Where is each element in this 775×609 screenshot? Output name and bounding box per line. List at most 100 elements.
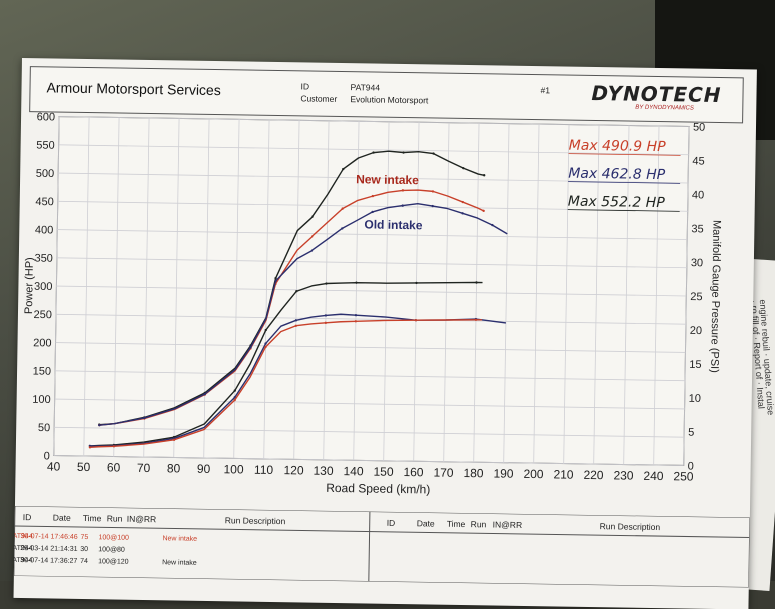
x-tick-label: 90 [197,462,211,476]
y-gridline [56,257,687,269]
run-table-cell: 17:36:27 [50,558,77,565]
data-point [355,281,358,284]
y-tick-label: 250 [34,309,53,321]
data-point [401,189,405,192]
x-tick-label: 100 [223,462,244,476]
x-tick-label: 180 [463,466,484,480]
data-point [461,200,464,204]
run-table-cell: PAT944 [14,557,33,564]
data-point [294,319,298,322]
x-tick-label: 230 [613,468,634,482]
y2-tick-label: 25 [690,291,702,303]
run-table-cell: 30-07-14 [20,533,48,540]
run-table-header: IN@RR [493,519,523,529]
data-point [354,320,358,323]
data-point [482,209,485,213]
x-tick-label: 50 [77,460,91,474]
data-point [341,207,344,210]
data-point [431,204,434,208]
curve-annotation: New intake [356,172,419,187]
y-gridline [57,229,688,240]
data-point [483,174,486,177]
x-tick-label: 200 [523,467,544,481]
y-gridline [55,342,686,353]
run-table: ID Date Time Run IN@RR Run Description ID Date T… [13,505,750,588]
data-point [310,249,314,252]
legend-entry: Max 490.9 HP [569,138,667,156]
data-point [264,328,267,332]
x-tick-label: 250 [673,469,694,483]
x-tick-label: 80 [167,461,181,475]
run-table-cell: 21:14:31 [50,546,77,553]
data-point [172,438,176,442]
x-tick-label: 120 [283,463,304,477]
run-table-divider [368,511,371,582]
data-point [88,446,92,449]
x-tick-label: 160 [403,465,424,479]
x-axis-label: Road Speed (km/h) [326,481,430,497]
y2-tick-label: 10 [689,393,701,405]
legend-entry: Max 552.2 HP [568,194,666,212]
data-point [249,346,252,349]
data-point [414,318,418,322]
legend-underline [568,181,681,184]
y-tick-label: 150 [33,365,52,377]
boost-curve-3 [89,281,483,447]
x-tick-label: 210 [553,467,574,481]
y-tick-label: 200 [33,337,52,349]
data-point [311,235,314,238]
data-point [295,289,298,293]
run-table-header: Run Description [600,521,661,532]
y2-tick-label: 35 [691,223,703,235]
y-tick-label: 450 [35,196,54,208]
x-tick-label: 170 [433,466,454,480]
legend-entry: Max 462.8 HP [568,166,666,184]
data-point [432,152,435,155]
run-table-header: ID [387,518,396,528]
y2-tick-label: 5 [688,427,694,439]
y2-tick-label: 20 [690,325,702,337]
run-table-header: Run Description [225,515,286,526]
run-table-header: IN@RR [127,514,157,524]
run-table-cell: New intake [162,559,197,567]
y2-tick-label: 50 [693,122,705,134]
data-point [311,215,314,218]
run-table-cell: PAT944 [14,545,33,552]
y-tick-label: 350 [34,252,53,264]
data-point [402,151,405,154]
run-table-header: Run [107,513,123,523]
y2-tick-label: 30 [691,257,703,269]
y-gridline [55,313,686,325]
run-table-cell: 75 [80,534,88,541]
run-table-header: Date [417,518,435,528]
data-point [491,223,494,227]
run-table-cell: 100@120 [98,558,129,565]
y-axis-label: Power (HP) [23,257,36,314]
y-gridline [58,172,689,184]
data-point [474,318,478,321]
data-point [354,313,358,317]
y-gridline [54,426,685,438]
data-point [203,392,206,396]
y2-tick-label: 40 [692,189,704,201]
y-tick-label: 100 [32,394,51,406]
data-point [274,279,277,283]
x-tick-label: 150 [373,465,394,479]
data-point [342,167,345,171]
y2-tick-label: 45 [692,155,704,167]
data-point [372,151,375,154]
curve-annotation: Old intake [364,217,423,232]
power-curve-0 [99,150,485,426]
x-tick-label: 130 [313,464,334,478]
run-table-cell: PAT944 [14,533,33,540]
y-tick-label: 0 [44,450,50,462]
y-gridline [58,144,689,156]
y-tick-label: 600 [37,111,56,123]
y2-axis-label: Manifold Gauge Pressure (PSI) [708,220,722,373]
data-point [462,166,465,170]
run-table-cell: New intake [162,535,197,543]
data-point [324,314,328,317]
legend-underline [567,209,680,212]
run-table-header: Date [53,513,71,523]
y-tick-label: 300 [34,281,53,293]
